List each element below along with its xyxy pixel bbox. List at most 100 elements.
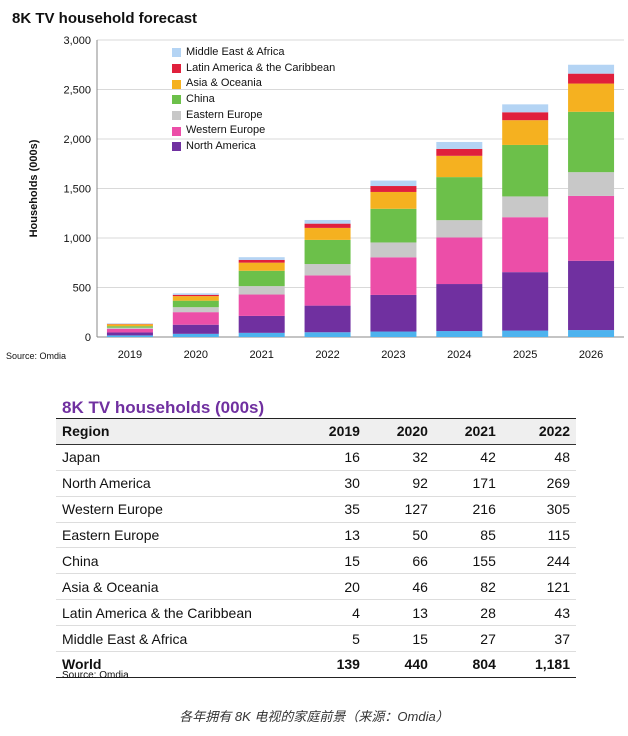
table-cell-value: 42 xyxy=(433,444,502,471)
table-cell-region: Middle East & Africa xyxy=(56,625,298,653)
table-cell-value: 155 xyxy=(433,547,502,575)
table-row: Eastern Europe 13 50 85 115 xyxy=(56,522,576,549)
table-title: 8K TV households (000s) xyxy=(62,398,265,417)
bar-segment xyxy=(106,327,153,329)
legend-swatch xyxy=(172,79,181,89)
bar-segment xyxy=(304,264,351,276)
x-tick-label: 2020 xyxy=(184,349,208,361)
table-cell-value: 115 xyxy=(501,522,576,549)
bar-segment xyxy=(106,335,153,337)
legend-swatch xyxy=(172,95,181,105)
bar-segment xyxy=(502,330,549,337)
bar-segment xyxy=(502,272,549,331)
legend-swatch xyxy=(172,48,181,58)
bar-segment xyxy=(502,144,549,197)
table-row: North America 30 92 171 269 xyxy=(56,470,576,497)
bar-segment xyxy=(568,195,615,261)
table-cell-value: 27 xyxy=(433,625,502,653)
bar-segment xyxy=(172,307,219,313)
table-row: Western Europe 35 127 216 305 xyxy=(56,496,576,523)
table-cell-value: 37 xyxy=(501,625,576,653)
table-cell-value: 92 xyxy=(365,470,434,497)
bar-segment xyxy=(568,64,615,74)
column-header-2020: 2020 xyxy=(365,418,434,445)
table-cell-region: China xyxy=(56,547,298,575)
legend-item: Asia & Oceania xyxy=(172,76,335,92)
bar-segment xyxy=(304,239,351,265)
bar-segment xyxy=(304,332,351,337)
legend-swatch xyxy=(172,64,181,74)
bar-segment xyxy=(172,296,219,301)
bar-segment xyxy=(502,112,549,121)
total-2022: 1,181 xyxy=(501,651,576,678)
bar-segment xyxy=(238,286,285,295)
table-header-row: Region 2019 2020 2021 2022 xyxy=(56,418,576,445)
legend-item: China xyxy=(172,92,335,108)
bar-segment xyxy=(172,324,219,334)
column-header-region: Region xyxy=(56,418,298,445)
bar-segment xyxy=(106,328,153,333)
chart-legend: Middle East & Africa Latin America & the … xyxy=(172,45,335,155)
table-row: Asia & Oceania 20 46 82 121 xyxy=(56,573,576,601)
table-cell-value: 15 xyxy=(365,625,434,653)
bar-segment xyxy=(502,196,549,218)
table-cell-value: 13 xyxy=(365,599,434,627)
table-cell-region: Latin America & the Caribbean xyxy=(56,599,298,627)
y-axis-label: Households (000s) xyxy=(28,139,40,237)
figure-caption: 各年拥有 8K 电视的家庭前景（来源：Omdia） xyxy=(179,709,449,724)
bar-segment xyxy=(172,312,219,325)
bar-segment xyxy=(172,294,219,297)
table-cell-region: Japan xyxy=(56,444,298,471)
table-cell-value: 32 xyxy=(365,444,434,471)
table-cell-value: 35 xyxy=(298,496,366,523)
bar-segment xyxy=(370,191,417,209)
bar-segment xyxy=(370,186,417,192)
bar-segment xyxy=(304,275,351,306)
table-source: Source: Omdia xyxy=(62,670,129,681)
bar-segment xyxy=(568,260,615,331)
legend-label: North America xyxy=(186,140,256,153)
table-cell-value: 171 xyxy=(433,470,502,497)
bar-segment xyxy=(502,217,549,273)
bar-segment xyxy=(304,227,351,240)
y-tick-label: 2,500 xyxy=(63,85,91,97)
bar-segment xyxy=(238,315,285,333)
total-2021: 804 xyxy=(433,651,502,678)
table-row: Japan 16 32 42 48 xyxy=(56,444,576,471)
table-cell-value: 15 xyxy=(298,547,366,575)
legend-swatch xyxy=(172,142,181,152)
bar-segment xyxy=(370,257,417,295)
total-label: World xyxy=(56,651,298,678)
table-cell-value: 5 xyxy=(298,625,366,653)
table-cell-value: 121 xyxy=(501,573,576,601)
x-tick-label: 2021 xyxy=(249,349,273,361)
chart-title: 8K TV household forecast xyxy=(12,10,198,27)
legend-label: Western Europe xyxy=(186,124,266,137)
table-cell-value: 82 xyxy=(433,573,502,601)
table-cell-value: 30 xyxy=(298,470,366,497)
bar-segment xyxy=(436,148,483,156)
legend-item: Latin America & the Caribbean xyxy=(172,61,335,77)
bar-segment xyxy=(436,284,483,332)
table-cell-value: 269 xyxy=(501,470,576,497)
bar-segment xyxy=(238,257,285,260)
table-total-row: World 139 440 804 1,181 xyxy=(56,651,576,678)
bar-segment xyxy=(568,73,615,84)
households-table: Region 2019 2020 2021 2022 Japan 16 32 42 48… xyxy=(56,418,576,678)
bar-segment xyxy=(436,220,483,238)
bar-segment xyxy=(172,293,219,295)
column-header-2021: 2021 xyxy=(433,418,502,445)
chart-plot: 0 500 1,000 1,500 2,000 2,500 3,000 Households … xyxy=(28,35,624,361)
table-cell-value: 305 xyxy=(501,496,576,523)
x-tick-label: 2025 xyxy=(513,349,537,361)
bar-segment xyxy=(238,262,285,271)
legend-label: Eastern Europe xyxy=(186,108,263,121)
bar-segment xyxy=(502,120,549,145)
legend-item: Eastern Europe xyxy=(172,108,335,124)
bar-segment xyxy=(304,223,351,228)
bar-segment xyxy=(370,331,417,337)
table-cell-region: North America xyxy=(56,470,298,497)
legend-label: Latin America & the Caribbean xyxy=(186,61,336,74)
table-cell-value: 28 xyxy=(433,599,502,627)
table-cell-value: 43 xyxy=(501,599,576,627)
